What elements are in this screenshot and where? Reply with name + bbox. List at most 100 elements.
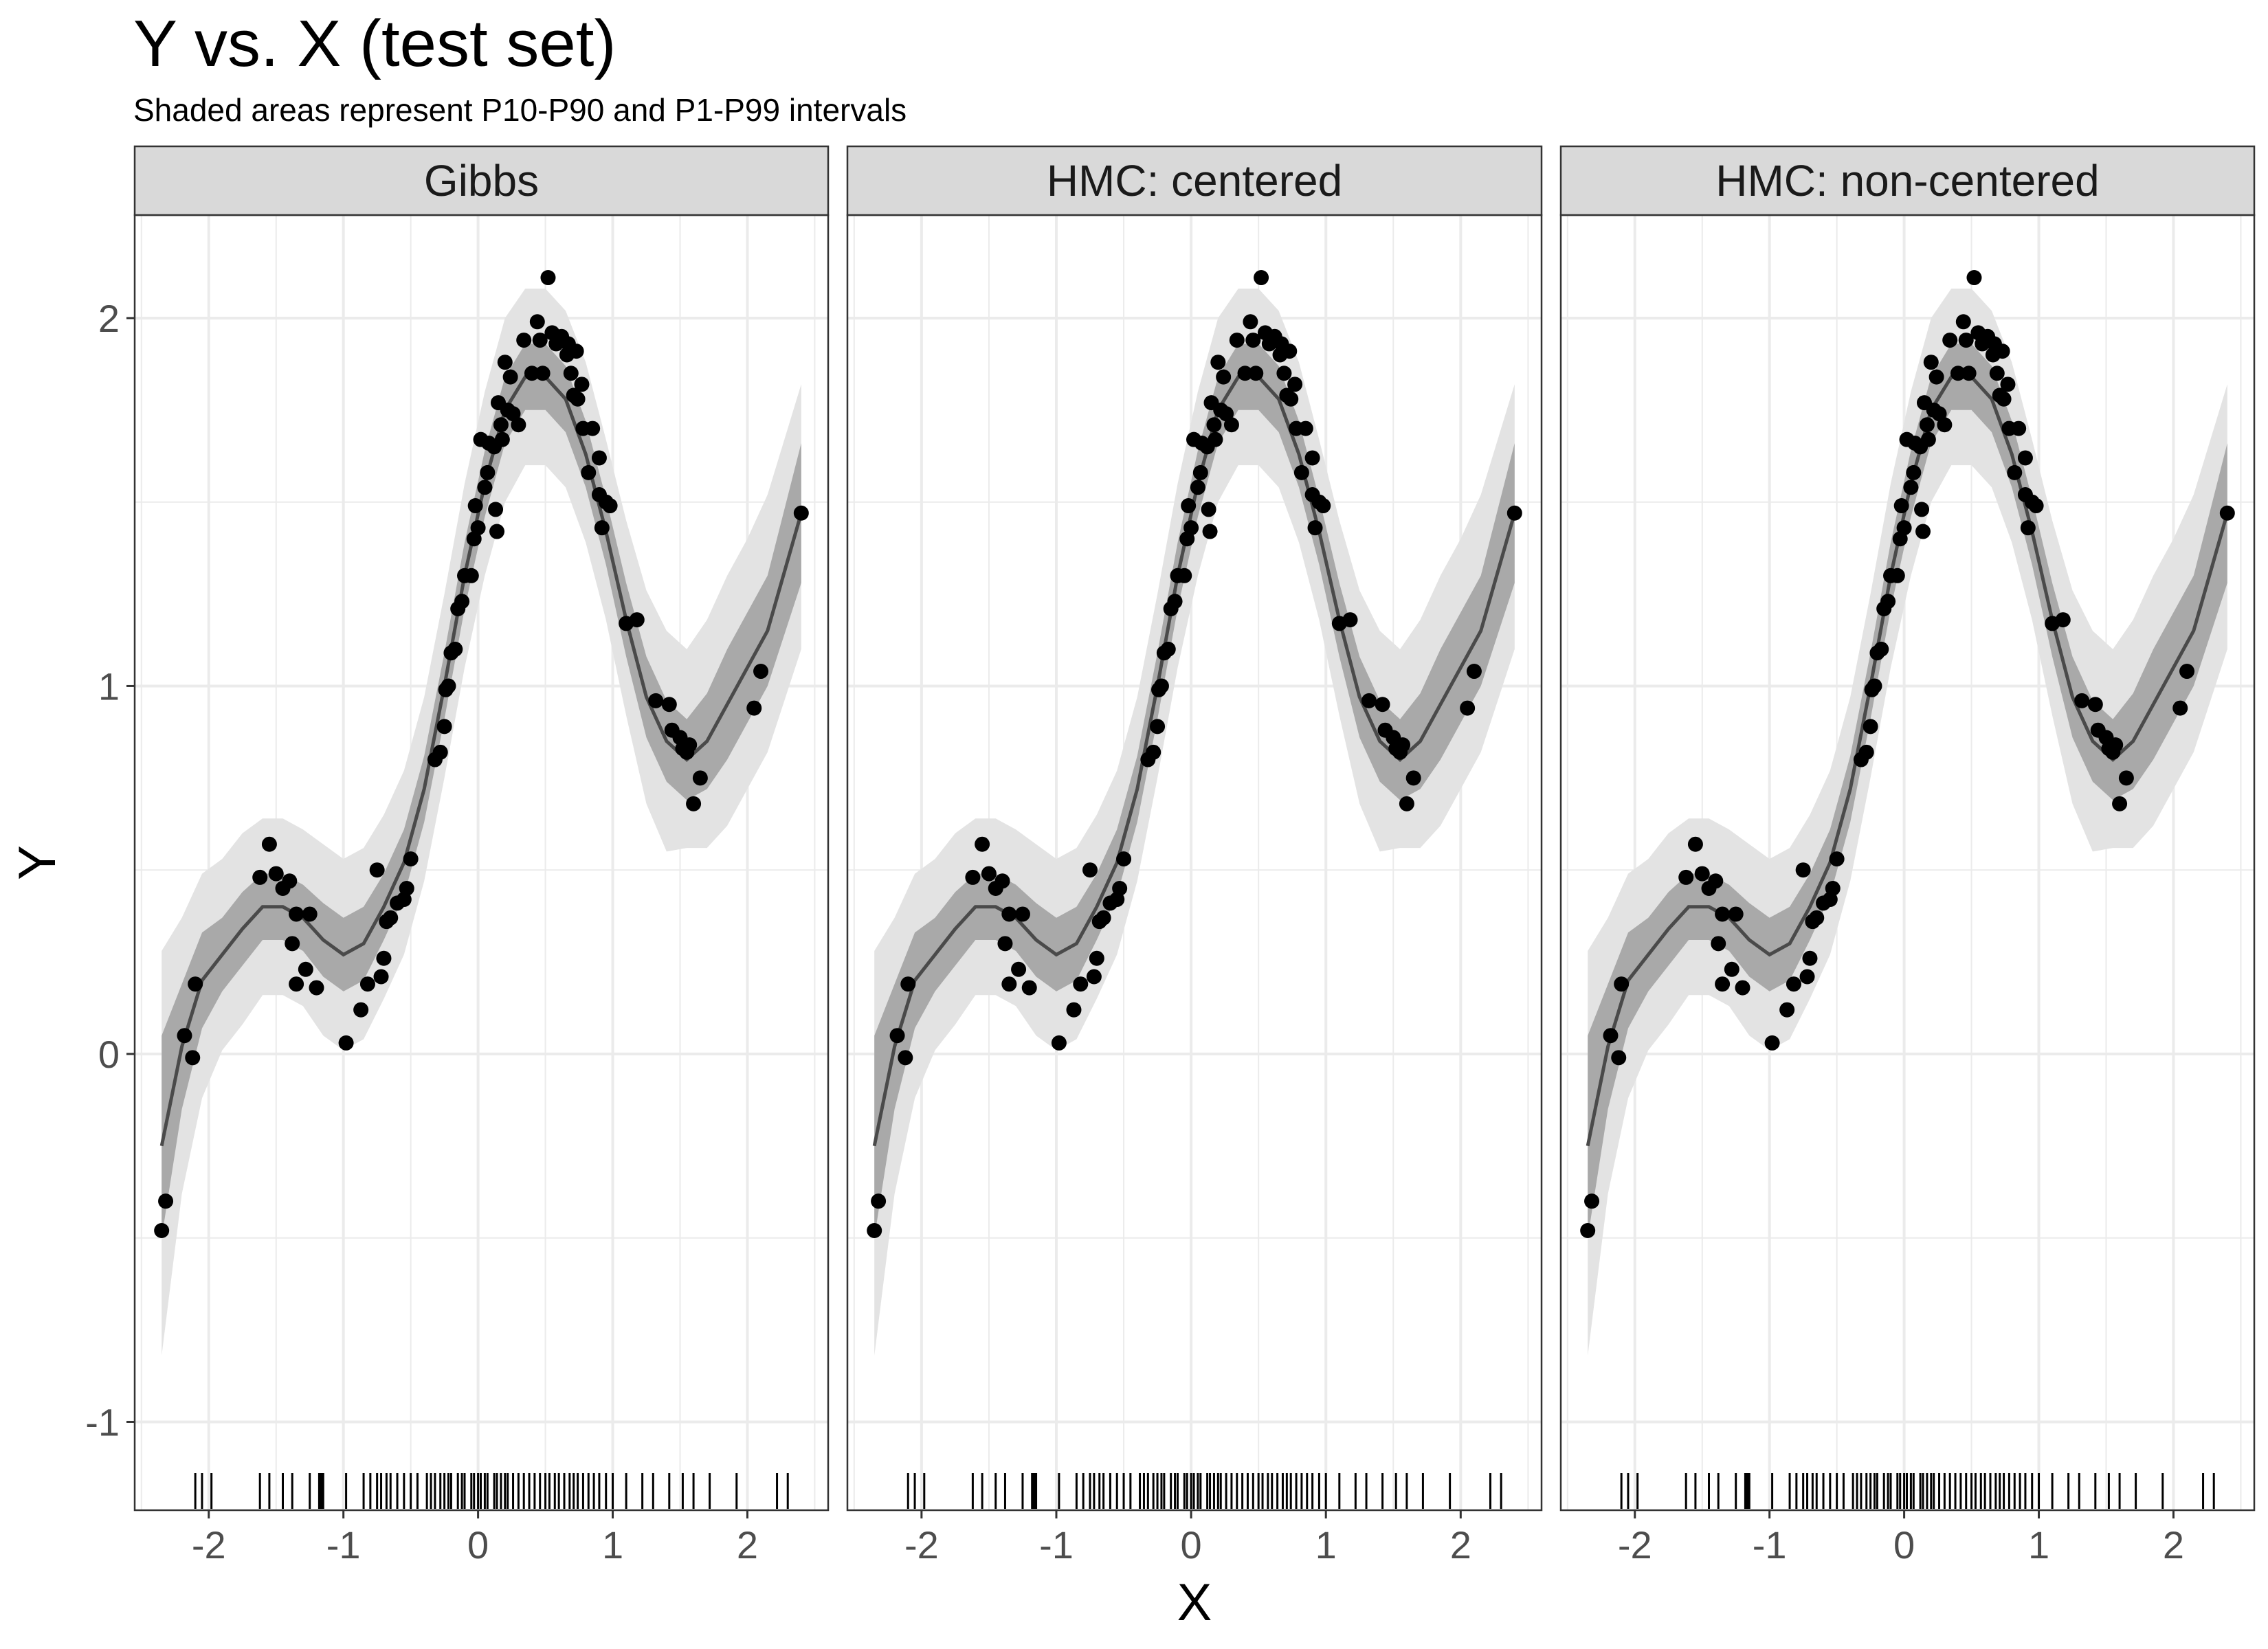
data-point <box>2219 505 2235 521</box>
data-point <box>1208 431 1223 447</box>
data-point <box>1160 641 1176 657</box>
x-tick-label: 1 <box>602 1523 623 1567</box>
data-point <box>1116 851 1132 867</box>
data-point <box>289 906 304 922</box>
data-point <box>463 568 479 583</box>
data-point <box>1809 910 1825 926</box>
data-point <box>1066 1002 1082 1018</box>
data-point <box>289 976 304 992</box>
data-point <box>1112 880 1128 896</box>
data-point <box>185 1050 201 1066</box>
data-point <box>1466 664 1482 680</box>
data-point <box>1950 366 1966 381</box>
data-point <box>2007 464 2023 480</box>
x-tick-label: -1 <box>326 1523 361 1567</box>
data-point <box>158 1193 174 1209</box>
x-tick-label: -2 <box>904 1523 939 1567</box>
data-point <box>1304 450 1320 466</box>
data-point <box>309 980 324 996</box>
data-point <box>682 737 698 753</box>
data-point <box>570 391 586 407</box>
data-point <box>1001 906 1017 922</box>
data-point <box>1735 980 1750 996</box>
data-point <box>1395 737 1410 753</box>
data-point <box>1919 417 1935 433</box>
data-point <box>1920 431 1936 447</box>
data-point <box>1687 836 1703 852</box>
data-point <box>1298 420 1313 436</box>
data-point <box>1201 502 1216 517</box>
data-point <box>373 969 389 985</box>
data-point <box>1989 366 2005 381</box>
data-point <box>399 880 414 896</box>
data-point <box>1786 976 1801 992</box>
data-point <box>746 700 762 716</box>
data-point <box>2055 612 2071 628</box>
data-point <box>502 369 518 385</box>
data-point <box>1764 1035 1780 1051</box>
data-point <box>302 906 318 922</box>
data-point <box>2112 796 2128 811</box>
data-point <box>1825 880 1841 896</box>
data-point <box>629 612 645 628</box>
data-point <box>1361 693 1377 708</box>
data-point <box>2011 420 2027 436</box>
data-point <box>1802 950 1818 966</box>
data-point <box>1906 464 1922 480</box>
x-tick-label: -2 <box>192 1523 226 1567</box>
data-point <box>1937 417 1953 433</box>
data-point <box>900 976 916 992</box>
data-point <box>1202 524 1218 539</box>
data-point <box>1342 612 1358 628</box>
data-point <box>1150 719 1166 734</box>
data-point <box>1243 314 1258 330</box>
data-point <box>1096 910 1111 926</box>
data-point <box>529 314 545 330</box>
data-point <box>1283 391 1299 407</box>
data-point <box>535 366 551 381</box>
data-point <box>1237 366 1253 381</box>
data-point <box>994 873 1010 889</box>
facet-strip <box>1559 145 2256 216</box>
data-point <box>1021 980 1037 996</box>
data-point <box>793 505 809 521</box>
data-point <box>432 744 448 760</box>
data-point <box>1724 961 1739 977</box>
data-point <box>585 420 601 436</box>
data-point <box>1799 969 1815 985</box>
data-point <box>359 976 375 992</box>
data-point <box>1190 480 1205 495</box>
data-point <box>965 869 981 885</box>
data-point <box>2118 770 2134 786</box>
data-point <box>1177 568 1192 583</box>
x-tick-label: 1 <box>1315 1523 1337 1567</box>
data-point <box>1229 333 1245 348</box>
data-point <box>298 961 313 977</box>
data-point <box>568 344 584 359</box>
data-point <box>1584 1193 1600 1209</box>
data-point <box>441 678 456 694</box>
data-point <box>981 866 997 882</box>
data-point <box>285 936 300 952</box>
data-point <box>1915 524 1931 539</box>
data-point <box>511 417 526 433</box>
data-point <box>489 524 505 539</box>
data-point <box>1146 744 1161 760</box>
data-point <box>488 502 504 517</box>
data-point <box>1183 520 1199 536</box>
data-point <box>1580 1223 1596 1239</box>
data-point <box>1460 700 1476 716</box>
y-axis-title: Y <box>8 845 67 880</box>
data-point <box>1399 796 1414 811</box>
data-point <box>540 270 556 286</box>
data-point <box>403 851 419 867</box>
y-tick-label: 1 <box>98 664 120 708</box>
data-point <box>369 862 385 878</box>
data-point <box>692 770 708 786</box>
data-point <box>2074 693 2090 708</box>
x-tick-label: -1 <box>1753 1523 1787 1567</box>
data-point <box>1928 369 1944 385</box>
x-tick-label: 0 <box>467 1523 489 1567</box>
data-point <box>1082 862 1098 878</box>
data-point <box>497 355 513 370</box>
